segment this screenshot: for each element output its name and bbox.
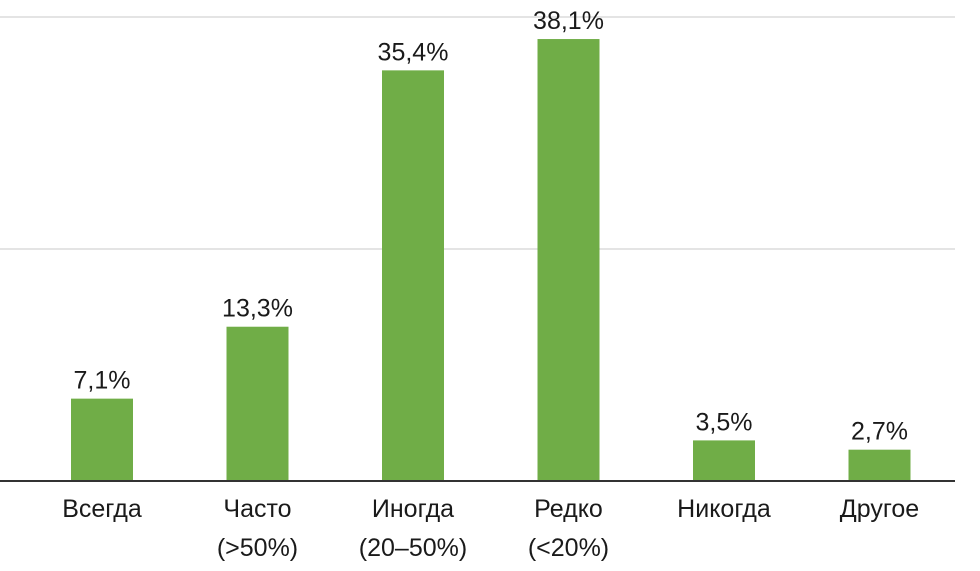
- category-label-5: Другое: [840, 495, 919, 523]
- value-label-5: 2,7%: [851, 418, 908, 446]
- category-label-0: Всегда: [62, 495, 142, 523]
- value-label-1: 13,3%: [222, 295, 293, 323]
- value-label-2: 35,4%: [378, 38, 449, 66]
- category-label-1-line-1: (>50%): [217, 534, 298, 562]
- gridlines: [0, 16, 955, 250]
- bar-2: [382, 70, 444, 482]
- bar-4: [693, 440, 755, 481]
- category-label-2-line-1: (20–50%): [359, 534, 467, 562]
- category-label-2: Иногда: [372, 495, 454, 523]
- bar-0: [71, 398, 133, 481]
- bar-3: [537, 39, 600, 481]
- category-label-4: Никогда: [677, 495, 771, 523]
- value-labels: 7,1% 13,3% 35,4% 38,1% 3,5% 2,7%: [74, 7, 908, 446]
- value-label-0: 7,1%: [74, 367, 131, 395]
- bar-5: [848, 449, 911, 481]
- bars: [71, 39, 911, 482]
- category-labels: Всегда Часто (>50%) Иногда (20–50%) Редко (<20…: [62, 495, 919, 562]
- category-label-3: Редко: [534, 495, 603, 523]
- bar-1: [226, 326, 289, 481]
- value-label-4: 3,5%: [696, 408, 753, 436]
- category-label-3-line-1: (<20%): [528, 534, 609, 562]
- category-label-1: Часто: [223, 495, 291, 523]
- value-label-3: 38,1%: [533, 7, 604, 35]
